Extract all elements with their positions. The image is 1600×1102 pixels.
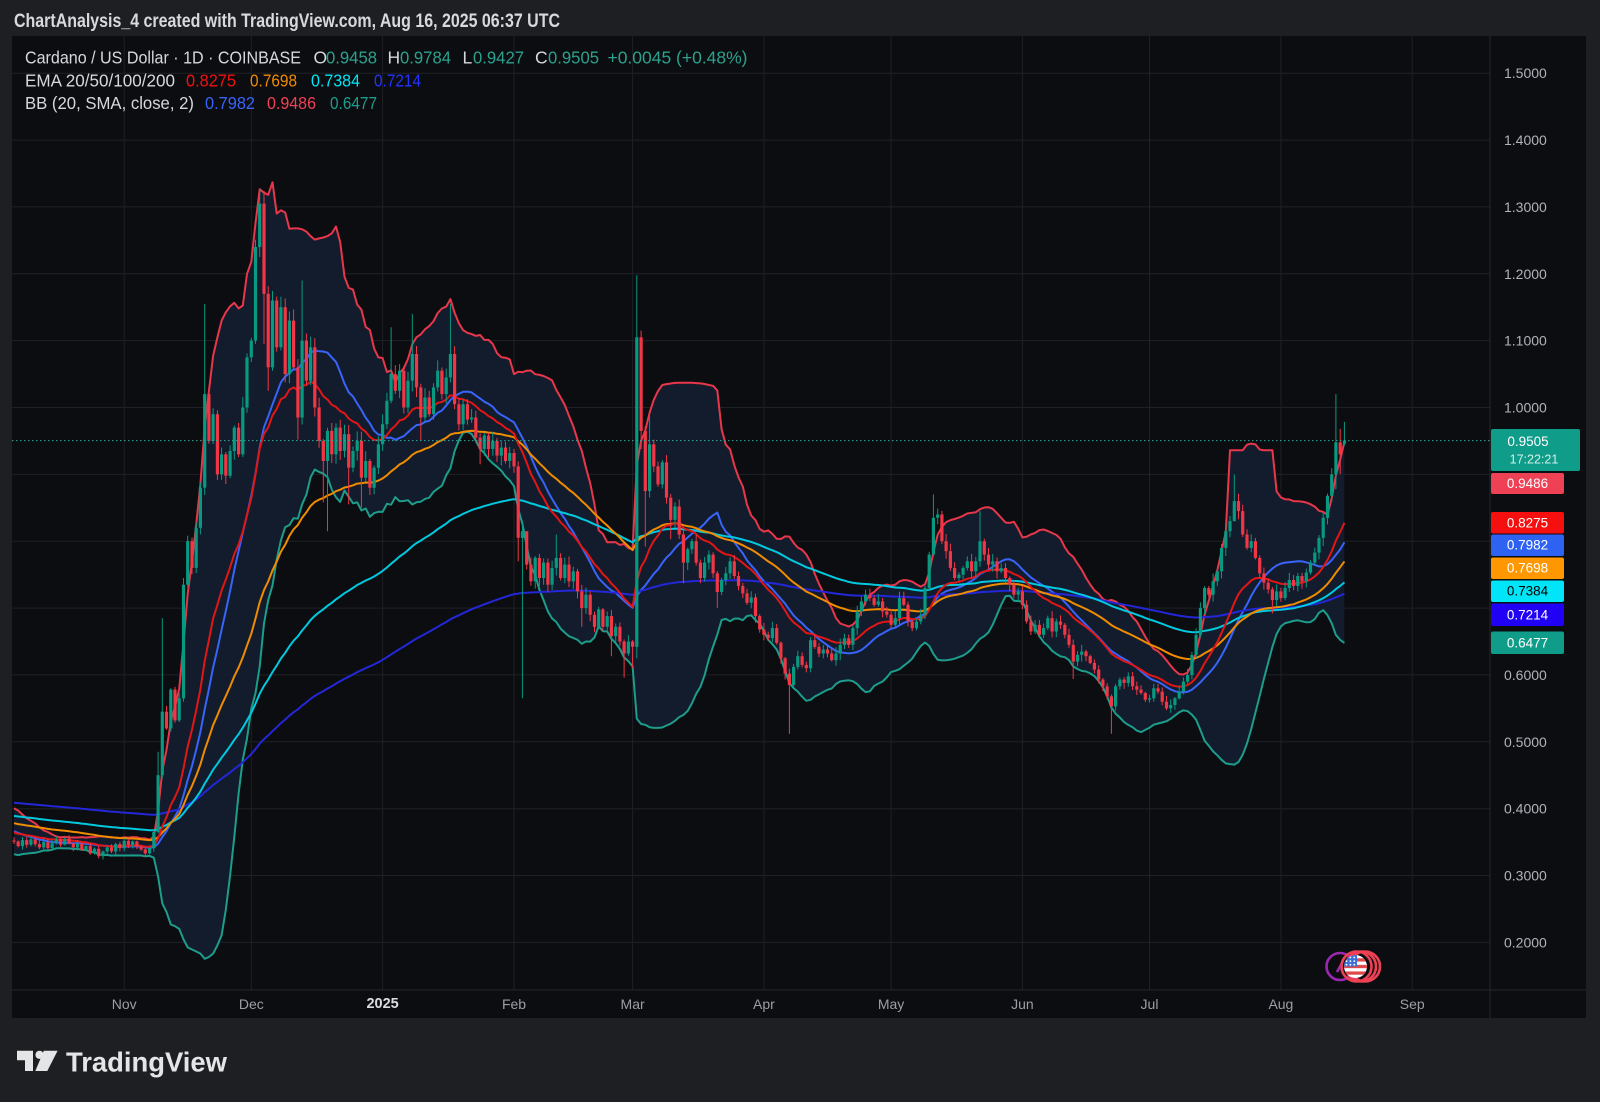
- svg-text:Mar: Mar: [621, 996, 645, 1012]
- svg-text:0.6000: 0.6000: [1504, 667, 1547, 683]
- svg-text:EMA 20/50/100/200: EMA 20/50/100/200: [25, 71, 175, 91]
- svg-text:1.3000: 1.3000: [1504, 199, 1547, 215]
- svg-text:H: H: [388, 48, 401, 68]
- svg-text:Apr: Apr: [753, 996, 775, 1012]
- svg-text:Feb: Feb: [502, 996, 526, 1012]
- svg-text:Cardano / US Dollar · 1D · COI: Cardano / US Dollar · 1D · COINBASE: [25, 48, 301, 68]
- svg-text:Jul: Jul: [1141, 996, 1159, 1012]
- svg-text:0.8275: 0.8275: [1507, 515, 1548, 530]
- svg-text:0.7982: 0.7982: [205, 93, 255, 113]
- svg-text:1.5000: 1.5000: [1504, 65, 1547, 81]
- svg-text:+0.0045 (+0.48%): +0.0045 (+0.48%): [608, 48, 748, 68]
- svg-text:1.4000: 1.4000: [1504, 132, 1547, 148]
- svg-text:1.0000: 1.0000: [1504, 400, 1547, 416]
- svg-text:2025: 2025: [366, 996, 398, 1012]
- svg-text:0.7214: 0.7214: [1507, 607, 1549, 622]
- svg-text:0.7698: 0.7698: [1507, 561, 1548, 576]
- svg-text:Sep: Sep: [1400, 996, 1425, 1012]
- svg-text:Jun: Jun: [1011, 996, 1034, 1012]
- svg-text:0.3000: 0.3000: [1504, 868, 1547, 884]
- svg-text:1.2000: 1.2000: [1504, 266, 1547, 282]
- svg-text:0.6477: 0.6477: [1507, 635, 1548, 650]
- svg-text:Aug: Aug: [1268, 996, 1293, 1012]
- svg-text:0.9505: 0.9505: [548, 48, 599, 68]
- svg-text:0.9784: 0.9784: [400, 48, 451, 68]
- svg-text:0.7698: 0.7698: [250, 71, 297, 91]
- svg-text:BB (20, SMA, close, 2): BB (20, SMA, close, 2): [25, 93, 194, 113]
- svg-text:0.7384: 0.7384: [311, 71, 360, 91]
- svg-text:Nov: Nov: [112, 996, 137, 1012]
- svg-text:0.9486: 0.9486: [1507, 476, 1548, 491]
- svg-text:17:22:21: 17:22:21: [1510, 453, 1559, 467]
- svg-text:0.7214: 0.7214: [374, 71, 421, 91]
- svg-text:0.7982: 0.7982: [1507, 538, 1548, 553]
- svg-text:0.9458: 0.9458: [326, 48, 377, 68]
- svg-text:0.9427: 0.9427: [473, 48, 524, 68]
- svg-text:TradingView: TradingView: [66, 1047, 228, 1078]
- svg-text:0.2000: 0.2000: [1504, 934, 1547, 950]
- svg-text:May: May: [878, 996, 904, 1012]
- svg-text:0.4000: 0.4000: [1504, 801, 1547, 817]
- svg-text:0.9486: 0.9486: [267, 93, 316, 113]
- svg-text:0.9505: 0.9505: [1507, 434, 1548, 449]
- svg-text:Dec: Dec: [239, 996, 264, 1012]
- svg-text:0.7384: 0.7384: [1507, 584, 1549, 599]
- svg-text:0.5000: 0.5000: [1504, 734, 1547, 750]
- svg-text:1.1000: 1.1000: [1504, 333, 1547, 349]
- svg-text:C: C: [535, 48, 548, 68]
- svg-text:O: O: [314, 48, 328, 68]
- svg-text:L: L: [463, 48, 473, 68]
- svg-text:0.8275: 0.8275: [186, 71, 236, 91]
- svg-text:ChartAnalysis_4 created with T: ChartAnalysis_4 created with TradingView…: [14, 11, 560, 32]
- svg-text:0.6477: 0.6477: [330, 93, 377, 113]
